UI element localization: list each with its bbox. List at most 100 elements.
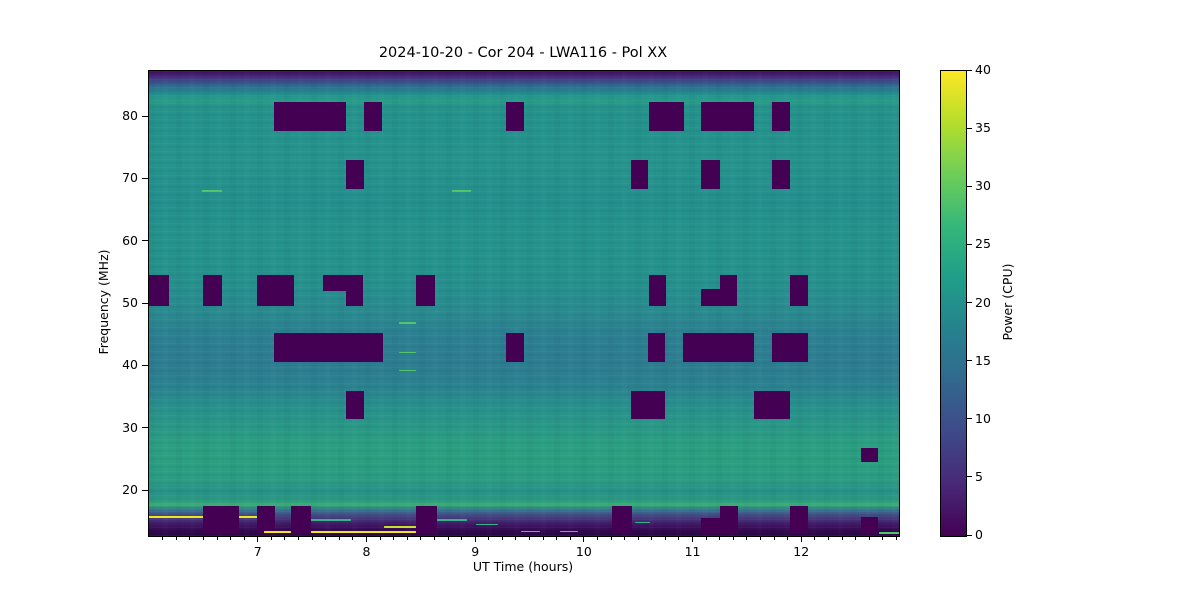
colorbar-tick-label: 30: [975, 178, 991, 194]
x-major-tick: [257, 536, 259, 542]
y-major-tick: [142, 302, 148, 304]
x-minor-tick: [243, 536, 245, 540]
colorbar-tick-label: 10: [975, 410, 991, 426]
colorbar-tick: [967, 127, 972, 129]
flagged-region: [505, 102, 524, 131]
flagged-region: [860, 448, 879, 463]
flagged-region: [649, 102, 684, 131]
colorbar-tick: [967, 360, 972, 362]
flagged-region: [149, 274, 169, 306]
y-major-tick: [142, 177, 148, 179]
flagged-region: [719, 274, 738, 306]
rfi-lines-layer: [149, 71, 899, 536]
x-minor-tick: [270, 536, 272, 540]
flagged-regions-layer: [149, 71, 899, 536]
colorbar-label: Power (CPU): [999, 263, 1015, 341]
flagged-region: [630, 160, 648, 189]
x-minor-tick: [556, 536, 558, 540]
rfi-line: [310, 519, 352, 522]
x-tick-label: 12: [793, 544, 810, 559]
flagged-region: [364, 102, 382, 131]
rfi-line: [202, 189, 222, 192]
colorbar-tick: [967, 418, 972, 420]
flagged-region: [274, 333, 383, 363]
flagged-region: [630, 391, 666, 419]
rfi-line: [437, 519, 468, 522]
x-minor-tick: [284, 536, 286, 540]
flagged-region: [701, 160, 720, 189]
x-minor-tick: [610, 536, 612, 540]
rfi-line: [476, 524, 498, 526]
x-minor-tick: [501, 536, 503, 540]
colorbar-tick-label: 40: [975, 62, 991, 77]
x-minor-tick: [664, 536, 666, 540]
x-major-tick: [474, 536, 476, 542]
colorbar: [940, 70, 967, 537]
colorbar-tick-label: 15: [975, 352, 991, 368]
x-minor-tick: [379, 536, 381, 540]
flagged-region: [771, 102, 791, 131]
y-tick-label: 70: [122, 170, 138, 186]
x-minor-tick: [488, 536, 490, 540]
flagged-region: [345, 274, 364, 306]
x-minor-tick: [406, 536, 408, 540]
rfi-line: [383, 525, 417, 528]
x-minor-tick: [678, 536, 680, 540]
flagged-region: [860, 516, 879, 535]
x-minor-tick: [773, 536, 775, 540]
flagged-region: [701, 517, 720, 535]
x-minor-tick: [461, 536, 463, 540]
flagged-region: [345, 160, 365, 189]
flagged-region: [771, 333, 808, 363]
flagged-region: [790, 274, 808, 306]
flagged-region: [754, 391, 791, 419]
y-major-tick: [142, 115, 148, 117]
x-minor-tick: [596, 536, 598, 540]
rfi-line: [520, 530, 541, 532]
flagged-region: [790, 506, 808, 535]
flagged-region: [701, 289, 720, 306]
rfi-line: [399, 321, 417, 324]
x-minor-tick: [895, 536, 897, 540]
x-tick-label: 9: [471, 544, 480, 559]
plot-title: 2024-10-20 - Cor 204 - LWA116 - Pol XX: [378, 45, 668, 61]
rfi-line: [264, 531, 292, 534]
x-minor-tick: [338, 536, 340, 540]
flagged-region: [612, 506, 632, 535]
x-tick-label: 8: [362, 544, 371, 559]
x-minor-tick: [569, 536, 571, 540]
x-minor-tick: [162, 536, 164, 540]
flagged-region: [256, 274, 294, 306]
flagged-region: [345, 391, 365, 419]
flagged-region: [203, 506, 240, 535]
x-minor-tick: [882, 536, 884, 540]
rfi-line: [399, 370, 417, 372]
flagged-region: [701, 102, 755, 131]
spectrogram-plot-area: [148, 70, 900, 537]
x-minor-tick: [393, 536, 395, 540]
x-major-tick: [800, 536, 802, 542]
x-minor-tick: [827, 536, 829, 540]
colorbar-tick: [967, 302, 972, 303]
flagged-region: [719, 506, 739, 535]
rfi-line: [452, 189, 471, 192]
y-tick-label: 20: [122, 482, 138, 498]
flagged-region: [649, 274, 667, 306]
x-major-tick: [583, 536, 585, 542]
y-axis-label: Frequency (MHz): [95, 249, 111, 355]
x-minor-tick: [447, 536, 449, 540]
y-major-tick: [142, 489, 148, 491]
flagged-region: [203, 274, 222, 306]
colorbar-tick: [967, 534, 972, 536]
y-major-tick: [142, 240, 148, 242]
y-tick-label: 50: [122, 295, 138, 311]
y-tick-label: 40: [122, 357, 138, 373]
x-minor-tick: [202, 536, 204, 540]
y-major-tick: [142, 364, 148, 366]
x-minor-tick: [515, 536, 517, 540]
x-minor-tick: [855, 536, 857, 540]
x-tick-label: 7: [253, 544, 262, 559]
x-tick-label: 10: [575, 544, 592, 559]
x-minor-tick: [719, 536, 721, 540]
x-minor-tick: [325, 536, 327, 540]
